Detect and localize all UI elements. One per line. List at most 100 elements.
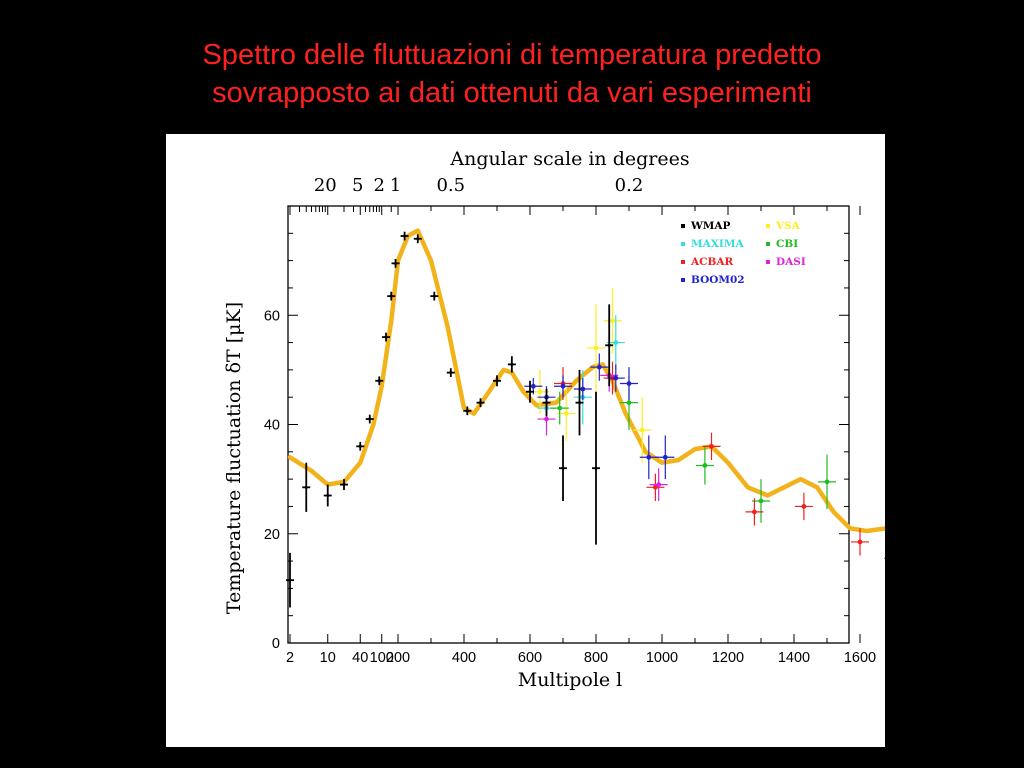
x-tick-label: 100 xyxy=(370,650,394,666)
legend-label-dasi: DASI xyxy=(776,256,806,268)
cmb-power-spectrum-chart: Angular scale in degrees Multipole l Tem… xyxy=(223,148,885,691)
slide-title-line2: sovrapposto ai dati ottenuti da vari esp… xyxy=(212,77,812,109)
series-wmap xyxy=(286,231,614,608)
legend-marker-boom02 xyxy=(681,278,685,282)
data-point xyxy=(510,362,514,366)
data-point xyxy=(613,375,619,381)
data-points-layer xyxy=(286,231,885,608)
top-tick-label: 0.2 xyxy=(615,175,644,196)
legend-label-boom02: BOOM02 xyxy=(691,274,745,286)
legend: WMAP VSA MAXIMA CBI ACBAR DASI BOOM02 xyxy=(681,220,806,286)
top-axis-label: Angular scale in degrees xyxy=(449,148,689,170)
data-point xyxy=(544,416,549,422)
legend-label-cbi: CBI xyxy=(776,238,798,250)
data-point xyxy=(702,463,708,468)
data-point xyxy=(801,504,807,509)
legend-label-acbar: ACBAR xyxy=(690,256,734,268)
data-point xyxy=(578,401,581,405)
data-point xyxy=(656,482,662,487)
data-point xyxy=(557,405,563,411)
data-point xyxy=(563,411,569,416)
data-point xyxy=(394,261,398,265)
x-tick-label: 1200 xyxy=(712,650,744,666)
legend-label-maxima: MAXIMA xyxy=(691,238,744,250)
slide-title-line1: Spettro delle fluttuazioni di temperatur… xyxy=(202,39,822,71)
data-point xyxy=(358,444,362,448)
x-tick-label: 800 xyxy=(584,650,608,666)
data-point xyxy=(594,466,598,470)
data-point xyxy=(304,485,308,489)
legend-marker-maxima xyxy=(681,242,685,246)
data-point xyxy=(416,237,420,241)
data-point xyxy=(403,234,407,238)
data-point xyxy=(528,390,532,394)
data-point xyxy=(613,340,619,345)
data-point xyxy=(288,578,292,582)
x-axis-label: Multipole l xyxy=(518,669,623,691)
data-point xyxy=(639,427,645,433)
series-maxima xyxy=(537,315,625,430)
x-tick-label: 200 xyxy=(386,650,410,666)
data-point xyxy=(479,401,482,405)
data-point xyxy=(495,379,499,383)
x-tick-label: 1000 xyxy=(646,650,678,666)
data-point xyxy=(593,345,599,351)
data-point xyxy=(758,498,764,504)
data-point xyxy=(389,294,393,298)
data-point xyxy=(561,466,565,470)
x-tick-label: 2 xyxy=(286,650,294,666)
data-point xyxy=(824,479,830,485)
top-tick-label: 5 xyxy=(352,175,363,196)
x-tick-label: 400 xyxy=(452,650,476,666)
data-point xyxy=(449,371,453,375)
data-point xyxy=(626,381,632,386)
y-tick-label: 60 xyxy=(264,308,280,324)
data-point xyxy=(537,389,543,395)
data-point xyxy=(580,386,586,392)
slide-title: Spettro delle fluttuazioni di temperatur… xyxy=(0,36,1024,112)
chart-panel: Angular scale in degrees Multipole l Tem… xyxy=(166,134,885,747)
model-curve-layer xyxy=(287,228,885,534)
legend-marker-vsa xyxy=(766,224,770,228)
legend-label-vsa: VSA xyxy=(775,220,801,232)
legend-label-wmap: WMAP xyxy=(690,220,731,232)
data-point xyxy=(377,379,381,383)
data-point xyxy=(432,294,436,298)
data-point xyxy=(326,494,330,498)
data-point xyxy=(596,364,602,370)
data-point xyxy=(752,509,757,515)
y-tick-label: 40 xyxy=(264,418,280,434)
top-tick-label: 20 xyxy=(314,175,337,196)
x-tick-label: 40 xyxy=(352,650,368,666)
axis-ticks: 2104010020040060080010001200140016001800… xyxy=(264,175,876,666)
data-point xyxy=(530,383,536,389)
legend-marker-acbar xyxy=(681,260,685,264)
series-vsa xyxy=(530,287,652,463)
data-point xyxy=(342,483,346,487)
x-tick-label: 10 xyxy=(320,650,336,666)
x-tick-label: 600 xyxy=(518,650,542,666)
data-point xyxy=(709,443,714,449)
top-tick-label: 1 xyxy=(390,175,401,196)
x-tick-label: 1400 xyxy=(778,650,810,666)
y-tick-label: 0 xyxy=(272,636,280,652)
data-point xyxy=(384,335,388,339)
data-point xyxy=(607,343,611,347)
data-point xyxy=(465,409,469,413)
data-point xyxy=(560,383,566,389)
x-tick-label: 1600 xyxy=(844,650,876,666)
data-point xyxy=(610,318,615,324)
data-point xyxy=(368,417,372,421)
data-point xyxy=(545,401,548,405)
data-point xyxy=(662,454,668,460)
legend-marker-dasi xyxy=(766,260,770,264)
data-point xyxy=(653,484,658,490)
series-acbar xyxy=(554,361,869,556)
legend-marker-cbi xyxy=(766,242,770,246)
y-axis-label: Temperature fluctuation δT [μK] xyxy=(223,302,245,614)
top-tick-label: 0.5 xyxy=(436,175,465,196)
legend-marker-wmap xyxy=(681,224,685,228)
y-tick-label: 20 xyxy=(264,527,280,543)
data-point xyxy=(646,454,652,460)
model-spectrum-curve xyxy=(287,228,885,534)
